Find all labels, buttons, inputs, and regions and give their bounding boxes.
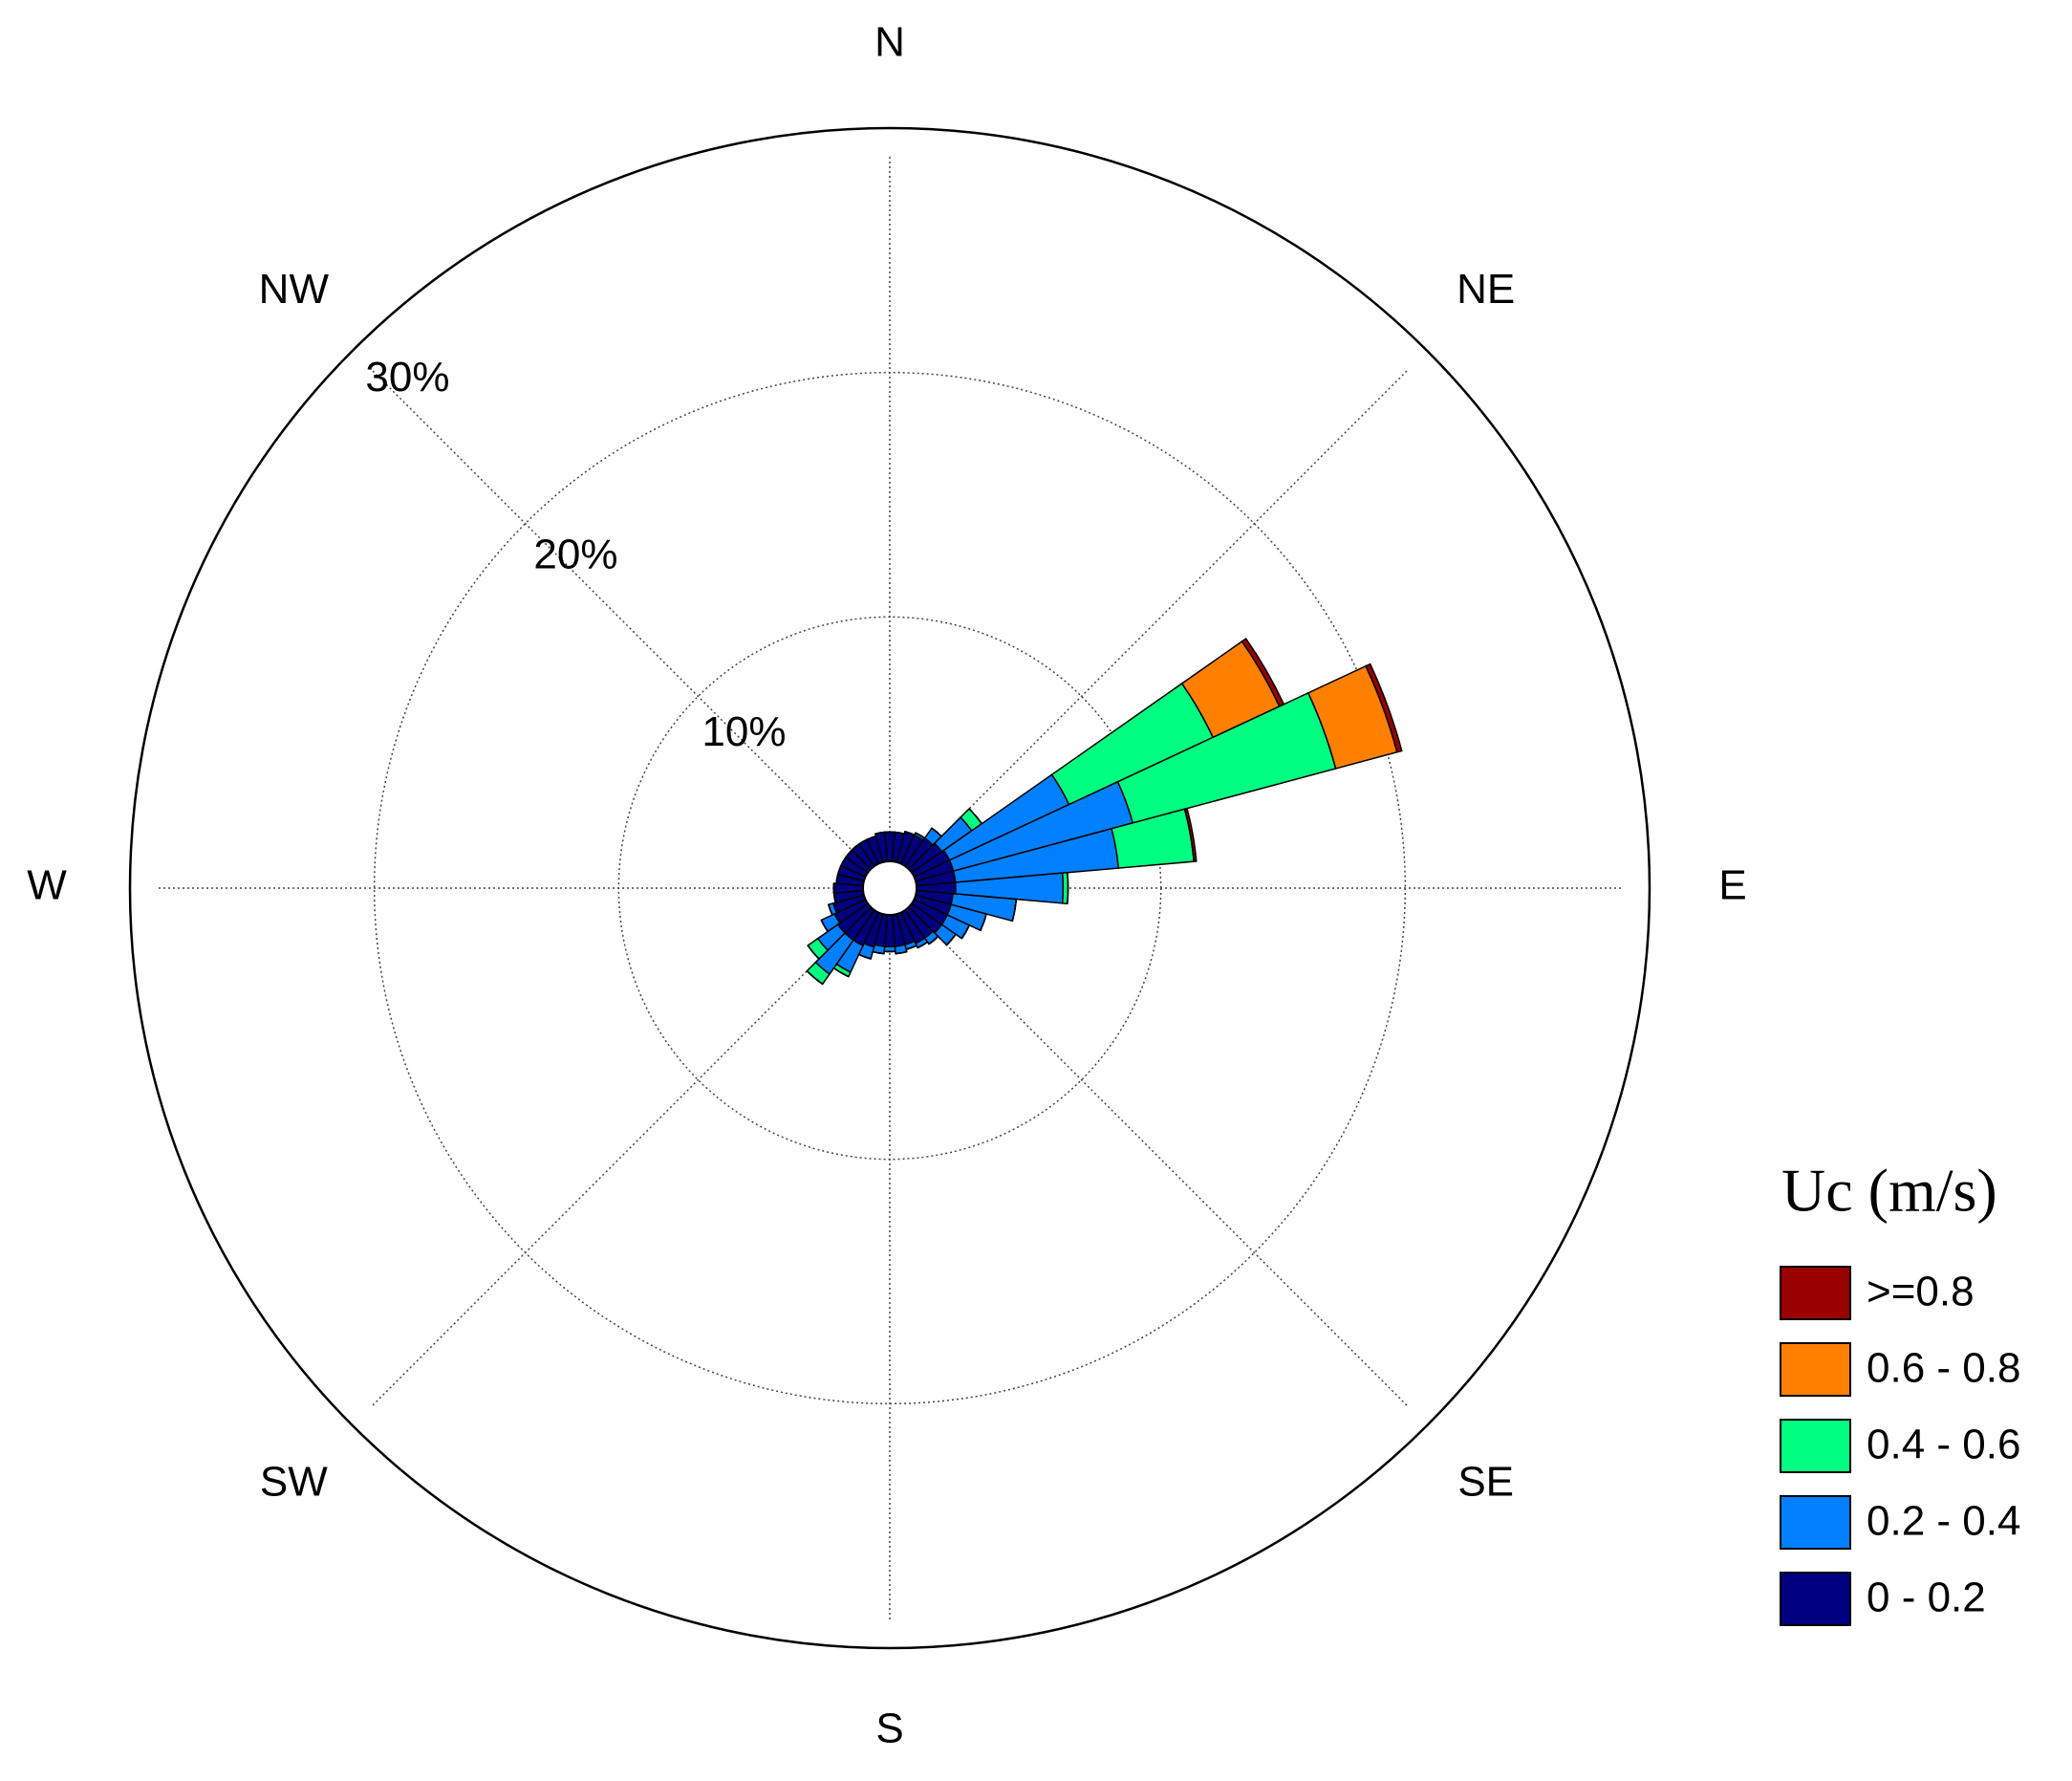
compass-label: E — [1718, 862, 1746, 909]
compass-label: NW — [259, 266, 330, 313]
spoke — [908, 906, 1410, 1408]
wedge — [1183, 807, 1198, 862]
wedge — [946, 933, 957, 946]
legend-label: 0.6 - 0.8 — [1867, 1345, 2020, 1392]
r-tick-label: 30% — [365, 354, 449, 401]
wedge — [895, 950, 908, 955]
legend-label: >=0.8 — [1867, 1269, 1975, 1315]
legend-title: Uc (m/s) — [1781, 1157, 1997, 1225]
wedge — [1365, 662, 1403, 753]
legend-swatch — [1780, 1572, 1851, 1626]
wedge — [1011, 899, 1018, 922]
wedge — [828, 903, 833, 916]
legend-swatch — [1780, 1495, 1851, 1550]
legend-swatch — [1780, 1266, 1851, 1320]
legend-swatch — [1780, 1342, 1851, 1397]
wedge — [806, 970, 824, 986]
legend-label: 0 - 0.2 — [1867, 1575, 1986, 1621]
compass-label: SE — [1457, 1458, 1514, 1505]
spoke — [908, 368, 1410, 870]
r-tick-label: 10% — [701, 708, 786, 755]
compass-label: S — [875, 1705, 903, 1752]
grid-ring — [373, 371, 1407, 1405]
spoke — [370, 906, 872, 1408]
compass-label: NE — [1457, 266, 1515, 313]
compass-label: SW — [260, 1458, 328, 1505]
outer-circle — [128, 126, 1651, 1650]
center-hole — [862, 860, 917, 916]
compass-label: W — [27, 862, 67, 909]
compass-label: N — [874, 19, 905, 66]
legend-label: 0.2 - 0.4 — [1867, 1498, 2020, 1545]
spoke — [370, 368, 872, 870]
legend-swatch — [1780, 1419, 1851, 1473]
legend-label: 0.4 - 0.6 — [1867, 1422, 2020, 1468]
r-tick-label: 20% — [533, 531, 617, 577]
wedge — [928, 935, 939, 945]
grid-ring — [617, 616, 1162, 1161]
